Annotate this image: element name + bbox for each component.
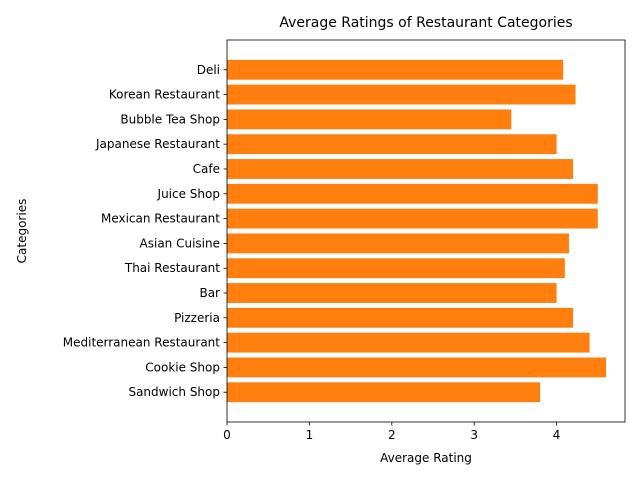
bar-10 (227, 307, 574, 328)
y-tick-label-8: Thai Restaurant (124, 261, 220, 275)
y-tick-label-11: Mediterranean Restaurant (63, 336, 221, 350)
x-axis-label: Average Rating (380, 451, 472, 465)
x-tick-label-3: 3 (470, 428, 478, 442)
bar-12 (227, 357, 607, 378)
x-tick-label-2: 2 (388, 428, 396, 442)
bar-8 (227, 258, 565, 279)
bar-9 (227, 283, 557, 303)
bar-3 (227, 134, 557, 155)
y-tick-label-12: Cookie Shop (145, 360, 220, 374)
x-tick-label-1: 1 (306, 428, 314, 442)
bar-7 (227, 233, 569, 254)
y-tick-label-2: Bubble Tea Shop (120, 112, 220, 126)
bar-1 (227, 84, 576, 105)
plot-frame (226, 39, 626, 423)
y-tick-label-1: Korean Restaurant (109, 88, 220, 102)
x-ticks-layer: 0 1 2 3 4 (223, 422, 560, 442)
y-tick-label-10: Pizzeria (174, 311, 220, 325)
x-tick-label-4: 4 (553, 428, 561, 442)
bar-2 (227, 109, 512, 130)
chart-title: Average Ratings of Restaurant Categories (279, 15, 572, 31)
bar-13 (227, 382, 541, 403)
y-tick-label-7: Asian Cuisine (140, 236, 220, 250)
bar-5 (227, 183, 598, 204)
y-tick-label-0: Deli (197, 63, 220, 77)
bars-layer (227, 59, 607, 403)
y-tick-label-5: Juice Shop (157, 187, 220, 201)
y-tick-label-9: Bar (199, 286, 220, 300)
bar-4 (227, 159, 574, 179)
y-tick-label-4: Cafe (193, 162, 220, 176)
x-tick-label-0: 0 (223, 428, 231, 442)
y-ticks-layer: Deli Korean Restaurant Bubble Tea Shop Japa… (63, 63, 227, 399)
y-axis-label: Categories (15, 199, 29, 264)
y-tick-label-3: Japanese Restaurant (95, 137, 220, 151)
bar-0 (227, 59, 564, 80)
bar-6 (227, 208, 598, 229)
bar-11 (227, 332, 590, 353)
y-tick-label-6: Mexican Restaurant (101, 212, 220, 226)
y-tick-label-13: Sandwich Shop (128, 385, 220, 399)
